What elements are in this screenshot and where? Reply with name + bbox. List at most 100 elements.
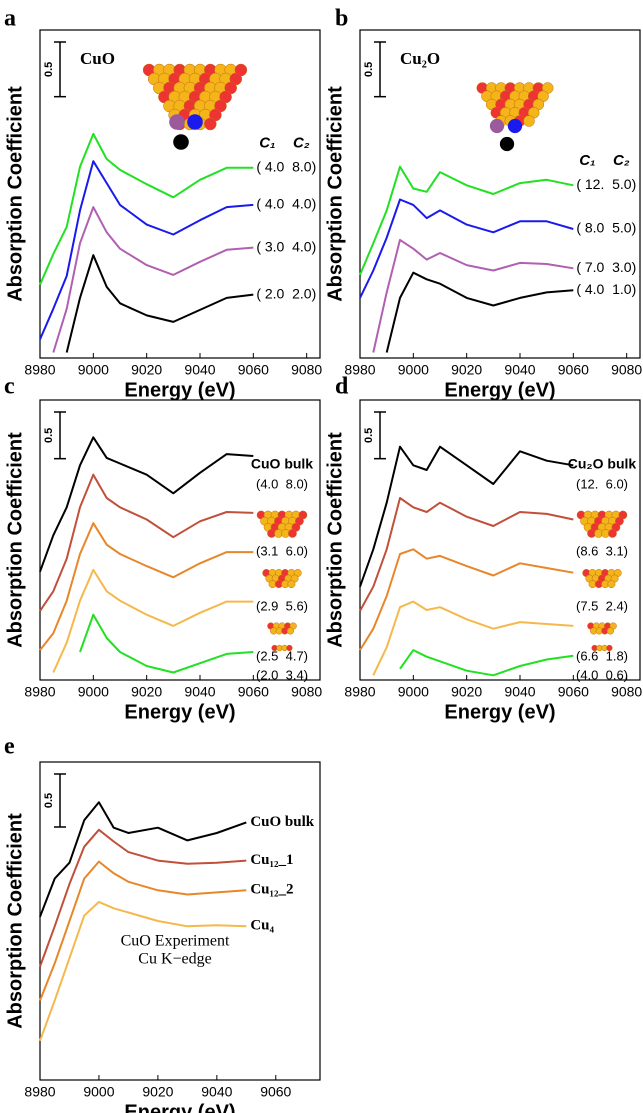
x-tick-label: 9040 [184, 362, 215, 378]
column-header: C₂ [293, 135, 310, 152]
spectrum-line [359, 548, 574, 651]
atom [606, 627, 614, 635]
x-tick-label: 9040 [184, 684, 215, 700]
spectrum-line [359, 497, 574, 612]
x-tick-label: 8980 [344, 684, 375, 700]
material-label: CuO [80, 49, 115, 68]
x-tick-label: 9040 [504, 362, 535, 378]
spectrum-line [52, 206, 254, 353]
panel-letter: e [4, 734, 15, 760]
series-label: CuO bulk [250, 814, 314, 830]
atom-highlight [499, 136, 515, 152]
atom [286, 627, 294, 635]
y-axis-title: Absorption Coefficient [4, 86, 26, 302]
atom-highlight [187, 114, 203, 130]
x-tick-label: 8980 [24, 1084, 55, 1100]
x-tick-label: 9040 [504, 684, 535, 700]
plot-frame [39, 399, 321, 681]
plot-frame [359, 399, 641, 681]
series-label: Cu₁₂_1 [250, 852, 293, 868]
x-tick-label: 9080 [611, 362, 642, 378]
atom [286, 644, 293, 652]
series-label: (2.5 4.7) [256, 648, 308, 663]
series-label: (8.6 3.1) [576, 543, 628, 558]
x-tick-label: 9000 [78, 362, 109, 378]
bulk-label: Cu₂O bulk [568, 456, 637, 472]
atom [287, 580, 296, 589]
series-label: (6.6 1.8) [576, 648, 628, 663]
atom [204, 117, 217, 131]
scale-bar-label: 0.5 [43, 428, 55, 443]
scale-bar-label: 0.5 [43, 793, 55, 808]
spectrum-line [39, 522, 254, 651]
spectrum-line [385, 271, 574, 353]
plot-frame [359, 29, 641, 359]
spectrum-line [399, 649, 574, 677]
atom [288, 529, 297, 538]
spectrum-line [39, 828, 247, 967]
x-axis-title: Energy (eV) [124, 1101, 235, 1113]
atom-highlight [507, 118, 523, 134]
series-label: Cu₁₂_2 [250, 882, 293, 898]
x-axis-title: Energy (eV) [124, 701, 235, 723]
x-axis-title: Energy (eV) [124, 379, 235, 401]
panel-letter: d [335, 374, 349, 400]
column-header: C₂ [613, 152, 630, 169]
series-label: ( 4.0 1.0) [576, 281, 636, 297]
spectrum-line [65, 254, 254, 353]
series-label: ( 3.0 4.0) [256, 238, 316, 254]
x-tick-label: 9060 [558, 684, 589, 700]
x-tick-label: 8980 [344, 362, 375, 378]
x-tick-label: 9060 [238, 684, 269, 700]
column-header: C₁ [259, 135, 275, 152]
scale-bar-label: 0.5 [363, 62, 375, 77]
x-tick-label: 9000 [78, 684, 109, 700]
atom-highlight [173, 134, 189, 150]
bulk-label: CuO bulk [251, 456, 313, 472]
x-tick-label: 9060 [558, 362, 589, 378]
x-axis-title: Energy (eV) [444, 379, 555, 401]
x-tick-label: 9020 [451, 362, 482, 378]
spectrum-line [39, 160, 254, 340]
series-label: Cu₄ [250, 918, 274, 934]
y-axis-title: Absorption Coefficient [4, 432, 26, 648]
spectrum-line [39, 801, 247, 918]
spectrum-line [52, 568, 254, 673]
series-label: (3.1 6.0) [256, 543, 308, 558]
atom [523, 115, 535, 127]
spectrum-line [359, 445, 574, 588]
atom [608, 529, 617, 538]
atom-highlight [169, 114, 185, 130]
series-label: ( 4.0 8.0) [256, 158, 316, 174]
series-label: (4.0 0.6) [576, 667, 628, 682]
series-label: ( 8.0 5.0) [576, 220, 636, 236]
series-label: ( 12. 5.0) [576, 176, 636, 192]
spectrum-line [39, 132, 254, 286]
spectrum-line [372, 238, 574, 353]
plot-frame [39, 29, 321, 359]
atom-highlight [489, 118, 505, 134]
spectrum-line [39, 900, 247, 1042]
series-label: ( 7.0 3.0) [576, 259, 636, 275]
x-tick-label: 8980 [24, 362, 55, 378]
x-tick-label: 9080 [291, 362, 322, 378]
x-tick-label: 9020 [451, 684, 482, 700]
series-label: (12. 6.0) [576, 476, 628, 491]
panel-letter: c [4, 374, 15, 400]
x-axis-title: Energy (eV) [444, 701, 555, 723]
scale-bar-label: 0.5 [363, 428, 375, 443]
series-label: ( 4.0 4.0) [256, 196, 316, 212]
series-label: (2.0 3.4) [256, 667, 308, 682]
scale-bar-label: 0.5 [43, 62, 55, 77]
annotation: Cu K−edge [138, 951, 211, 968]
x-tick-label: 9080 [291, 684, 322, 700]
x-tick-label: 9000 [398, 684, 429, 700]
series-label: ( 2.0 2.0) [256, 285, 316, 301]
x-tick-label: 9060 [260, 1084, 291, 1100]
plot-frame [39, 761, 321, 1081]
spectrum-line [359, 198, 574, 299]
spectrum-line [39, 473, 254, 612]
y-axis-title: Absorption Coefficient [324, 432, 346, 648]
series-label: (2.9 5.6) [256, 598, 308, 613]
